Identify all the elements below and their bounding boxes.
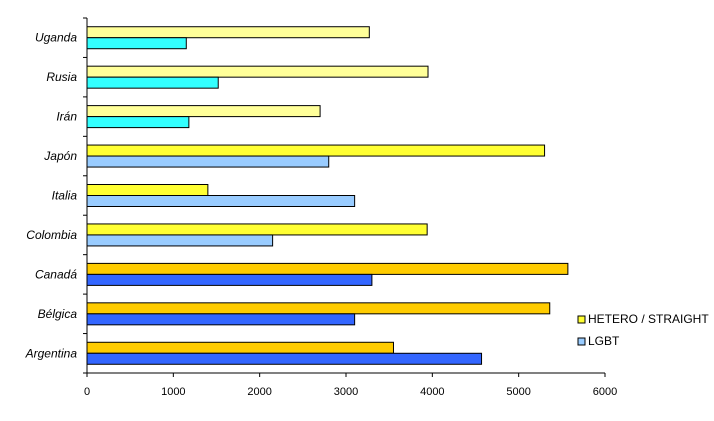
bar-hetero-2 <box>86 105 321 118</box>
x-tick-label: 4000 <box>420 386 444 398</box>
legend-label-1: LGBT <box>588 334 620 348</box>
x-tick-label: 2000 <box>247 386 271 398</box>
category-labels: Uganda Rusia Irán Japón Italia Colombia Canadá… <box>25 31 78 361</box>
bar-hetero-8 <box>86 341 394 354</box>
bar-lgbt-7 <box>86 313 356 326</box>
category-label: Colombia <box>26 228 77 242</box>
bar-hetero-4 <box>86 184 209 196</box>
legend: HETERO / STRAIGHT LGBT <box>577 312 709 348</box>
legend-label-0: HETERO / STRAIGHT <box>588 312 709 326</box>
category-label: Canadá <box>35 267 77 281</box>
bar-lgbt-8 <box>86 352 483 365</box>
x-tick-label: 3000 <box>334 386 358 398</box>
bar-hetero-3 <box>86 144 546 157</box>
bar-hetero-6 <box>86 262 569 275</box>
bar-lgbt-5 <box>86 234 274 247</box>
x-tick-labels: 0 1000 2000 3000 4000 5000 6000 <box>84 386 617 398</box>
bars-group <box>86 26 569 365</box>
category-label: Japón <box>43 149 77 163</box>
x-tick-label: 5000 <box>506 386 530 398</box>
bar-hetero-0 <box>86 26 370 39</box>
bar-hetero-7 <box>86 302 551 315</box>
axes-group <box>83 17 606 377</box>
category-label: Uganda <box>35 31 77 45</box>
bar-lgbt-0 <box>86 37 187 50</box>
category-label: Rusia <box>46 70 77 84</box>
x-tick-label: 0 <box>84 386 90 398</box>
category-label: Italia <box>52 189 78 203</box>
category-label: Argentina <box>25 346 78 360</box>
x-tick-label: 1000 <box>161 386 185 398</box>
bar-lgbt-4 <box>86 195 356 207</box>
legend-swatch-1 <box>577 337 586 346</box>
bar-hetero-1 <box>86 65 429 78</box>
legend-swatch-0 <box>577 315 586 324</box>
bar-lgbt-3 <box>86 155 330 168</box>
bar-hetero-5 <box>86 223 428 236</box>
category-label: Irán <box>56 110 77 124</box>
bar-lgbt-1 <box>86 76 219 89</box>
bar-lgbt-2 <box>86 116 190 129</box>
x-tick-label: 6000 <box>593 386 617 398</box>
bar-lgbt-6 <box>86 273 373 286</box>
category-label: Bélgica <box>38 307 78 321</box>
